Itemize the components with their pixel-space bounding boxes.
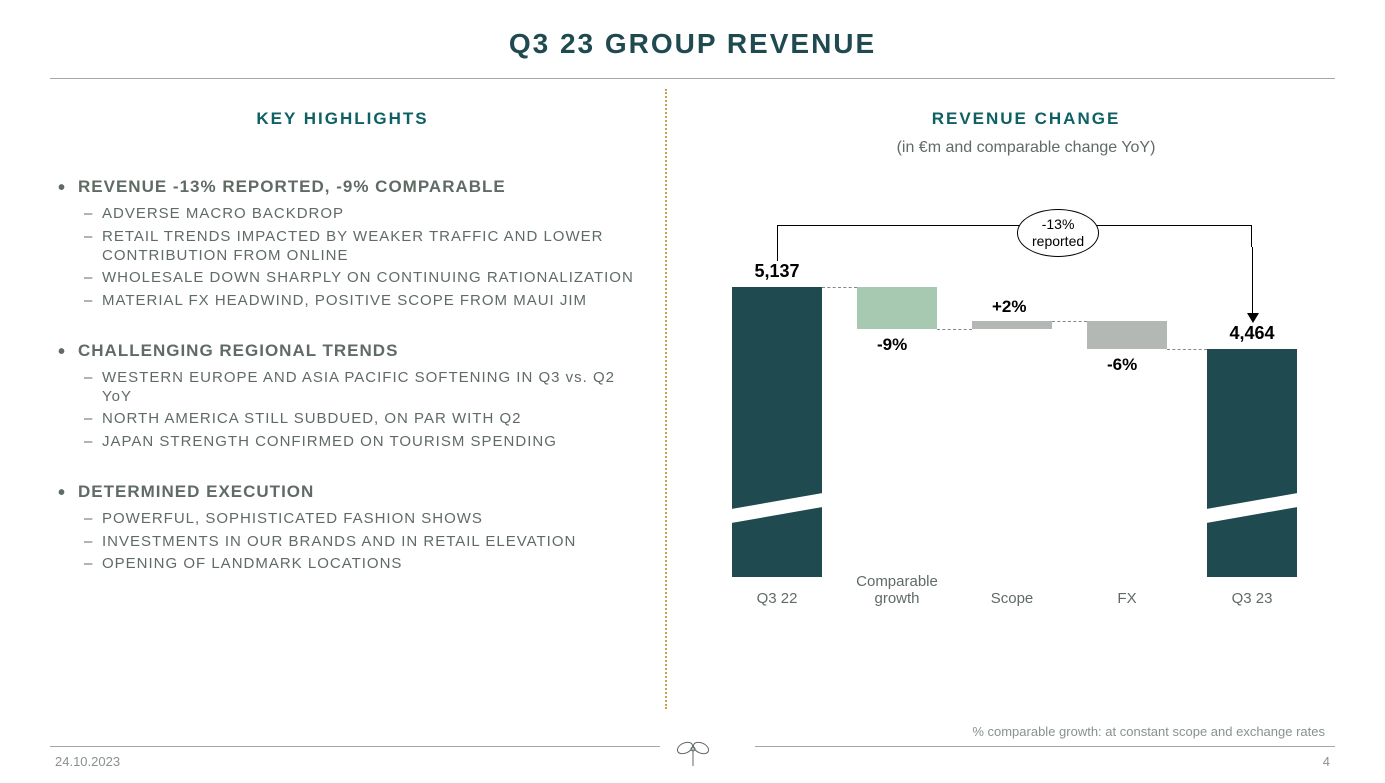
highlight-sub: MATERIAL FX HEADWIND, POSITIVE SCOPE FRO…	[50, 292, 635, 311]
chart-bar	[972, 321, 1052, 329]
pct-label: -9%	[877, 335, 907, 355]
left-header: KEY HIGHLIGHTS	[50, 109, 635, 129]
highlight-sub: WESTERN EUROPE AND ASIA PACIFIC SOFTENIN…	[50, 369, 635, 407]
pct-label: +2%	[992, 297, 1027, 317]
bottom-rule-left	[50, 746, 660, 747]
footer-date: 24.10.2023	[55, 754, 120, 769]
chart-bar	[857, 287, 937, 329]
bracket	[777, 225, 1252, 247]
highlight-group: CHALLENGING REGIONAL TRENDS WESTERN EUROP…	[50, 341, 635, 452]
pct-label: -6%	[1107, 355, 1137, 375]
x-axis-label: Q3 23	[1202, 590, 1302, 607]
content-row: KEY HIGHLIGHTS REVENUE -13% REPORTED, -9…	[0, 79, 1385, 699]
callout-badge: -13%reported	[1017, 209, 1099, 257]
bar-break-icon	[1207, 493, 1297, 523]
x-axis-label: FX	[1077, 590, 1177, 607]
arrow-down-icon	[1247, 313, 1259, 323]
callout-line1: -13%	[1032, 216, 1084, 233]
waterfall-chart: -13%reported 5,137 Q3 22 -9% Comparable grow…	[717, 197, 1317, 617]
highlight-main: DETERMINED EXECUTION	[50, 482, 635, 502]
bracket-line	[1252, 247, 1253, 313]
highlight-sub: WHOLESALE DOWN SHARPLY ON CONTINUING RAT…	[50, 269, 635, 288]
connector-line	[937, 329, 972, 330]
footer-page: 4	[1323, 754, 1330, 769]
bar-value: 4,464	[1207, 323, 1297, 344]
bottom-rule-right	[755, 746, 1335, 747]
callout-line2: reported	[1032, 233, 1084, 250]
footnote: % comparable growth: at constant scope a…	[972, 724, 1325, 739]
left-column: KEY HIGHLIGHTS REVENUE -13% REPORTED, -9…	[50, 79, 665, 699]
highlight-sub: JAPAN STRENGTH CONFIRMED ON TOURISM SPEN…	[50, 433, 635, 452]
highlight-group: DETERMINED EXECUTION POWERFUL, SOPHISTICA…	[50, 482, 635, 574]
highlight-sub: ADVERSE MACRO BACKDROP	[50, 205, 635, 224]
highlight-main: CHALLENGING REGIONAL TRENDS	[50, 341, 635, 361]
bracket-line	[777, 247, 778, 261]
connector-line	[1052, 321, 1087, 322]
highlight-sub: RETAIL TRENDS IMPACTED BY WEAKER TRAFFIC…	[50, 228, 635, 266]
highlight-main: REVENUE -13% REPORTED, -9% COMPARABLE	[50, 177, 635, 197]
highlights-list: REVENUE -13% REPORTED, -9% COMPARABLE ADV…	[50, 177, 635, 574]
brand-logo-icon	[676, 738, 710, 773]
highlight-sub: POWERFUL, SOPHISTICATED FASHION SHOWS	[50, 510, 635, 529]
right-column: REVENUE CHANGE (in €m and comparable cha…	[667, 79, 1335, 699]
x-axis-label: Q3 22	[727, 590, 827, 607]
right-header: REVENUE CHANGE	[717, 109, 1335, 129]
slide-title: Q3 23 GROUP REVENUE	[0, 0, 1385, 78]
bar-value: 5,137	[732, 261, 822, 282]
bar-break-icon	[732, 493, 822, 523]
highlight-sub: INVESTMENTS IN OUR BRANDS AND IN RETAIL …	[50, 533, 635, 552]
chart-bar: 4,464	[1207, 349, 1297, 577]
right-subtitle: (in €m and comparable change YoY)	[717, 139, 1335, 157]
x-axis-label: Scope	[962, 590, 1062, 607]
highlight-sub: NORTH AMERICA STILL SUBDUED, ON PAR WITH…	[50, 410, 635, 429]
chart-bar	[1087, 321, 1167, 349]
chart-bar: 5,137	[732, 287, 822, 577]
connector-line	[822, 287, 857, 288]
highlight-group: REVENUE -13% REPORTED, -9% COMPARABLE ADV…	[50, 177, 635, 311]
connector-line	[1167, 349, 1207, 350]
x-axis-label: Comparable growth	[847, 573, 947, 607]
highlight-sub: OPENING OF LANDMARK LOCATIONS	[50, 555, 635, 574]
